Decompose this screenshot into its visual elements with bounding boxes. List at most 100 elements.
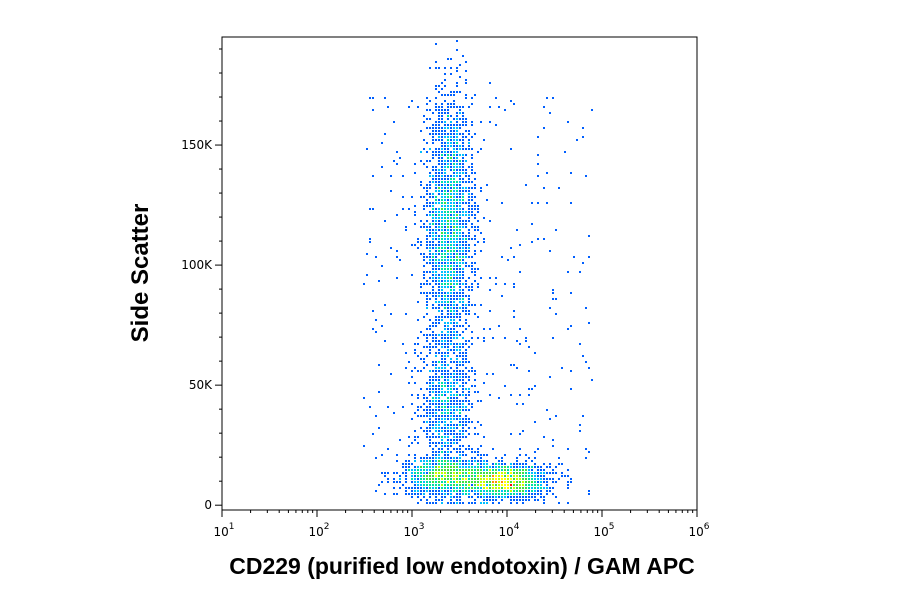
density-point	[405, 493, 407, 495]
density-point	[435, 88, 437, 90]
density-point	[438, 175, 440, 177]
density-point	[462, 481, 464, 483]
density-point	[420, 226, 422, 228]
density-point	[435, 292, 437, 294]
density-point	[510, 490, 512, 492]
density-point	[453, 136, 455, 138]
density-point	[450, 127, 452, 129]
density-point	[453, 238, 455, 240]
density-point	[450, 199, 452, 201]
density-point	[429, 400, 431, 402]
density-point	[465, 94, 467, 96]
density-point	[462, 208, 464, 210]
density-point	[465, 490, 467, 492]
density-point	[441, 88, 443, 90]
density-point	[552, 493, 554, 495]
density-point	[531, 223, 533, 225]
density-point	[459, 283, 461, 285]
density-point	[447, 115, 449, 117]
density-point	[417, 106, 419, 108]
density-point	[477, 484, 479, 486]
density-point	[456, 331, 458, 333]
density-point	[585, 448, 587, 450]
density-point	[444, 241, 446, 243]
density-point	[396, 493, 398, 495]
density-point	[444, 334, 446, 336]
density-point	[447, 373, 449, 375]
density-point	[501, 466, 503, 468]
density-point	[462, 370, 464, 372]
density-point	[456, 343, 458, 345]
density-point	[423, 121, 425, 123]
density-point	[477, 466, 479, 468]
density-point	[459, 268, 461, 270]
density-point	[423, 487, 425, 489]
density-point	[441, 283, 443, 285]
density-point	[456, 337, 458, 339]
density-point	[528, 475, 530, 477]
density-point	[465, 280, 467, 282]
density-point	[381, 142, 383, 144]
x-tick-label: 102	[308, 522, 329, 539]
density-point	[429, 385, 431, 387]
density-point	[465, 322, 467, 324]
density-point	[426, 160, 428, 162]
density-point	[453, 298, 455, 300]
density-point	[495, 481, 497, 483]
density-point	[417, 484, 419, 486]
density-point	[462, 376, 464, 378]
density-point	[525, 499, 527, 501]
density-point	[516, 367, 518, 369]
density-point	[444, 442, 446, 444]
density-point	[456, 256, 458, 258]
density-point	[471, 193, 473, 195]
density-point	[450, 115, 452, 117]
density-point	[414, 163, 416, 165]
density-point	[456, 220, 458, 222]
density-point	[474, 187, 476, 189]
density-point	[471, 265, 473, 267]
density-point	[447, 301, 449, 303]
density-point	[465, 373, 467, 375]
density-point	[510, 499, 512, 501]
density-point	[459, 196, 461, 198]
density-point	[501, 490, 503, 492]
density-point	[432, 265, 434, 267]
density-point	[462, 112, 464, 114]
density-point	[498, 463, 500, 465]
density-point	[438, 157, 440, 159]
density-point	[429, 430, 431, 432]
density-point	[489, 469, 491, 471]
density-point	[441, 232, 443, 234]
density-point	[474, 478, 476, 480]
density-point	[426, 454, 428, 456]
density-point	[438, 295, 440, 297]
density-point	[435, 463, 437, 465]
density-point	[462, 133, 464, 135]
density-point	[456, 124, 458, 126]
density-point	[444, 430, 446, 432]
density-point	[408, 487, 410, 489]
density-point	[441, 217, 443, 219]
density-point	[453, 436, 455, 438]
density-point	[450, 457, 452, 459]
density-point	[429, 241, 431, 243]
density-point	[474, 469, 476, 471]
density-point	[453, 268, 455, 270]
density-point	[468, 235, 470, 237]
density-point	[465, 295, 467, 297]
x-axis-title: CD229 (purified low endotoxin) / GAM APC	[229, 553, 695, 579]
density-point	[429, 247, 431, 249]
density-point	[429, 490, 431, 492]
density-point	[528, 457, 530, 459]
density-point	[447, 280, 449, 282]
density-point	[441, 418, 443, 420]
density-point	[465, 130, 467, 132]
density-point	[441, 301, 443, 303]
density-point	[444, 340, 446, 342]
density-point	[468, 166, 470, 168]
density-point	[489, 475, 491, 477]
density-point	[444, 424, 446, 426]
density-point	[459, 448, 461, 450]
density-point	[444, 133, 446, 135]
